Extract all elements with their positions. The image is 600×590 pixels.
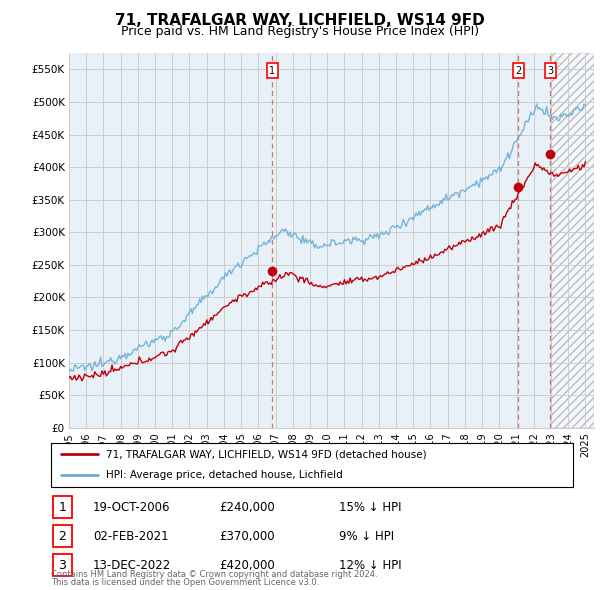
Text: 71, TRAFALGAR WAY, LICHFIELD, WS14 9FD: 71, TRAFALGAR WAY, LICHFIELD, WS14 9FD [115,13,485,28]
FancyBboxPatch shape [53,497,72,518]
Text: Price paid vs. HM Land Registry's House Price Index (HPI): Price paid vs. HM Land Registry's House … [121,25,479,38]
Text: 1: 1 [269,65,275,76]
Text: 3: 3 [547,65,553,76]
Text: 13-DEC-2022: 13-DEC-2022 [93,559,171,572]
Text: 02-FEB-2021: 02-FEB-2021 [93,530,169,543]
Text: HPI: Average price, detached house, Lichfield: HPI: Average price, detached house, Lich… [106,470,343,480]
Text: £420,000: £420,000 [219,559,275,572]
Text: 2: 2 [58,530,67,543]
Text: 1: 1 [58,501,67,514]
Text: 19-OCT-2006: 19-OCT-2006 [93,501,170,514]
Text: This data is licensed under the Open Government Licence v3.0.: This data is licensed under the Open Gov… [51,578,319,587]
FancyBboxPatch shape [53,555,72,576]
Text: 3: 3 [58,559,67,572]
Text: 15% ↓ HPI: 15% ↓ HPI [339,501,401,514]
Text: 2: 2 [515,65,521,76]
Text: Contains HM Land Registry data © Crown copyright and database right 2024.: Contains HM Land Registry data © Crown c… [51,570,377,579]
Text: £370,000: £370,000 [219,530,275,543]
Text: 12% ↓ HPI: 12% ↓ HPI [339,559,401,572]
Text: 9% ↓ HPI: 9% ↓ HPI [339,530,394,543]
FancyBboxPatch shape [53,526,72,547]
Text: 71, TRAFALGAR WAY, LICHFIELD, WS14 9FD (detached house): 71, TRAFALGAR WAY, LICHFIELD, WS14 9FD (… [106,450,427,460]
Text: £240,000: £240,000 [219,501,275,514]
